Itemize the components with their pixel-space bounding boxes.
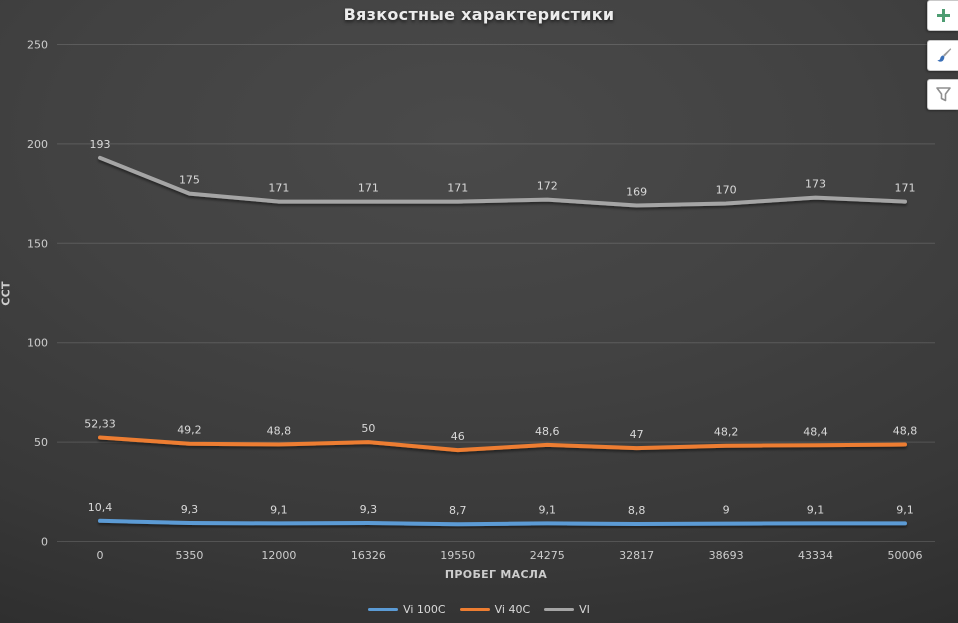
paintbrush-icon <box>936 48 951 62</box>
legend-item-vi-40c[interactable]: Vi 40C <box>459 603 531 616</box>
x-tick-label: 32817 <box>619 549 654 562</box>
x-tick-label: 5350 <box>175 549 203 562</box>
series-lines <box>98 155 907 527</box>
series-line-vi-40c[interactable] <box>98 435 907 453</box>
data-label: 47 <box>630 428 644 441</box>
data-label: 48,8 <box>267 424 292 437</box>
series-line-vi[interactable] <box>98 155 907 208</box>
series-line-vi-100c[interactable] <box>98 518 907 527</box>
legend-label: Vi 100C <box>403 603 446 616</box>
chart-title: Вязкостные характеристики <box>343 5 615 24</box>
x-tick-label: 43334 <box>798 549 833 562</box>
y-tick-label: 50 <box>34 436 48 449</box>
data-label: 173 <box>805 178 826 191</box>
data-label: 9,3 <box>181 503 199 516</box>
x-tick-label: 16326 <box>351 549 386 562</box>
legend-item-vi[interactable]: VI <box>544 603 590 616</box>
data-label: 193 <box>90 138 111 151</box>
axis-tick-labels: 0 50 100 150 200 250 0 5350 12000 16326 19550 24275… <box>27 39 922 563</box>
x-tick-label: 12000 <box>261 549 296 562</box>
x-tick-label: 19550 <box>440 549 475 562</box>
data-label: 9,3 <box>360 503 378 516</box>
data-label: 48,4 <box>803 425 828 438</box>
y-tick-label: 150 <box>27 237 48 250</box>
data-label: 50 <box>361 422 375 435</box>
x-tick-label: 24275 <box>530 549 565 562</box>
y-tick-label: 100 <box>27 337 48 350</box>
x-tick-label: 50006 <box>887 549 922 562</box>
data-label: 48,6 <box>535 425 560 438</box>
legend-swatch <box>368 608 399 611</box>
data-label: 48,2 <box>714 426 739 439</box>
legend-swatch <box>459 608 490 611</box>
data-label: 175 <box>179 174 200 187</box>
data-label: 172 <box>537 180 558 193</box>
data-label: 48,8 <box>893 424 918 437</box>
chart-filters-button[interactable] <box>927 79 958 110</box>
legend-swatch <box>544 608 575 611</box>
legend-item-vi-100c[interactable]: Vi 100C <box>368 603 446 616</box>
data-label: 171 <box>447 182 468 195</box>
x-axis-title: ПРОБЕГ МАСЛА <box>444 568 548 581</box>
chart-elements-button[interactable] <box>927 0 958 31</box>
chart-styles-button[interactable] <box>927 40 958 71</box>
data-label: 169 <box>626 186 647 199</box>
y-axis-title: ССТ <box>0 281 13 306</box>
legend-label: Vi 40C <box>494 603 531 616</box>
gridlines <box>57 44 935 542</box>
data-label: 8,7 <box>449 504 467 517</box>
data-label: 171 <box>358 182 379 195</box>
data-label: 171 <box>268 182 289 195</box>
data-labels: 10,4 9,3 9,1 9,3 8,7 9,1 8,8 9 9,1 9,1 52,33 49,2 48… <box>84 138 917 517</box>
x-tick-label: 0 <box>97 549 104 562</box>
data-label: 8,8 <box>628 504 646 517</box>
y-tick-label: 250 <box>27 39 48 52</box>
legend-label: VI <box>579 603 590 616</box>
x-tick-label: 38693 <box>709 549 744 562</box>
data-label: 9,1 <box>807 503 825 516</box>
data-label: 52,33 <box>84 417 116 430</box>
data-label: 9 <box>723 504 730 517</box>
data-label: 9,1 <box>538 503 556 516</box>
data-label: 10,4 <box>88 501 113 514</box>
data-label: 9,1 <box>896 503 914 516</box>
chart-legend: Vi 100C Vi 40C VI <box>0 603 958 616</box>
data-label: 46 <box>451 430 465 443</box>
data-label: 9,1 <box>270 503 288 516</box>
y-tick-label: 0 <box>41 536 48 549</box>
data-label: 170 <box>716 184 737 197</box>
data-label: 171 <box>894 182 915 195</box>
y-tick-label: 200 <box>27 138 48 151</box>
data-label: 49,2 <box>177 424 202 437</box>
plus-icon <box>936 9 950 22</box>
filter-icon <box>935 87 951 102</box>
